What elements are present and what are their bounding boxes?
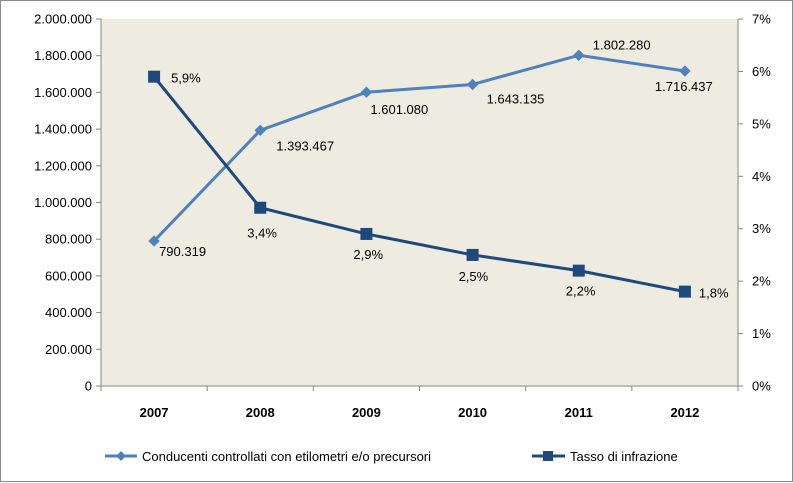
plot-area bbox=[101, 19, 738, 386]
series-line bbox=[152, 75, 686, 294]
series-diamond: 790.319 1.393.467 1.601.080 1.643.135 1.802.… bbox=[148, 37, 713, 259]
square-marker bbox=[466, 248, 479, 261]
data-label: 1.802.280 bbox=[593, 37, 651, 52]
data-label: 2,5% bbox=[459, 269, 489, 284]
right-tick-label: 7% bbox=[752, 12, 771, 27]
data-label: 1,8% bbox=[699, 286, 729, 301]
right-tick-label: 0% bbox=[752, 379, 771, 394]
data-label: 790.319 bbox=[159, 244, 206, 259]
right-tick-label: 5% bbox=[752, 116, 771, 131]
diamond-marker bbox=[679, 65, 691, 77]
square-marker bbox=[148, 70, 161, 83]
data-label: 2,2% bbox=[566, 284, 596, 299]
left-tick-label: 1.400.000 bbox=[34, 122, 92, 137]
square-marker bbox=[254, 201, 267, 214]
right-tick-label: 6% bbox=[752, 64, 771, 79]
left-tick-label: 2.000.000 bbox=[34, 12, 92, 27]
left-tick-label: 1.200.000 bbox=[34, 158, 92, 173]
left-tick-label: 1.800.000 bbox=[34, 48, 92, 63]
data-label: 1.601.080 bbox=[370, 102, 428, 117]
data-label: 1.393.467 bbox=[276, 138, 334, 153]
x-tick-label: 2012 bbox=[670, 405, 699, 420]
x-tick-label: 2007 bbox=[140, 405, 169, 420]
diamond-marker bbox=[360, 86, 373, 98]
left-tick-label: 0 bbox=[85, 379, 92, 394]
right-tick-label: 2% bbox=[752, 274, 771, 289]
right-tick-label: 4% bbox=[752, 169, 771, 184]
legend-square-marker bbox=[543, 451, 553, 461]
x-tick-label: 2008 bbox=[246, 405, 275, 420]
axes: 0 200.000 400.000 600.000 800.000 1.000.000 1.… bbox=[34, 12, 771, 421]
data-label: 1.643.135 bbox=[487, 91, 545, 106]
right-tick-label: 1% bbox=[752, 326, 771, 341]
data-label: 1.716.437 bbox=[655, 79, 713, 94]
square-marker bbox=[678, 285, 691, 298]
left-tick-label: 1.000.000 bbox=[34, 195, 92, 210]
left-tick-label: 200.000 bbox=[45, 342, 92, 357]
diamond-marker bbox=[148, 235, 160, 247]
series-line bbox=[153, 53, 686, 243]
left-tick-label: 800.000 bbox=[45, 232, 92, 247]
square-marker bbox=[572, 264, 585, 277]
left-tick-label: 1.600.000 bbox=[34, 85, 92, 100]
diamond-marker bbox=[573, 49, 585, 61]
data-label: 5,9% bbox=[171, 71, 201, 86]
x-tick-label: 2011 bbox=[565, 405, 593, 420]
square-marker bbox=[360, 227, 373, 240]
legend-diamond-marker bbox=[116, 451, 126, 461]
series-square: 5,9% 3,4% 2,9% 2,5% 2,2% 1,8% bbox=[148, 70, 729, 301]
diamond-marker bbox=[254, 124, 266, 137]
series-layer: 790.319 1.393.467 1.601.080 1.643.135 1.802.… bbox=[148, 37, 729, 301]
left-tick-label: 600.000 bbox=[45, 268, 92, 283]
data-label: 2,9% bbox=[353, 247, 383, 262]
data-label: 3,4% bbox=[247, 226, 277, 241]
legend: Conducenti controllati con etilometri e/… bbox=[105, 449, 678, 464]
left-tick-label: 400.000 bbox=[45, 305, 92, 320]
x-tick-label: 2010 bbox=[458, 405, 487, 420]
x-tick-label: 2009 bbox=[352, 405, 381, 420]
right-tick-label: 3% bbox=[752, 221, 771, 236]
legend-label-tasso: Tasso di infrazione bbox=[570, 449, 678, 464]
legend-label-conducenti: Conducenti controllati con etilometri e/… bbox=[142, 449, 431, 464]
diamond-marker bbox=[466, 78, 479, 91]
